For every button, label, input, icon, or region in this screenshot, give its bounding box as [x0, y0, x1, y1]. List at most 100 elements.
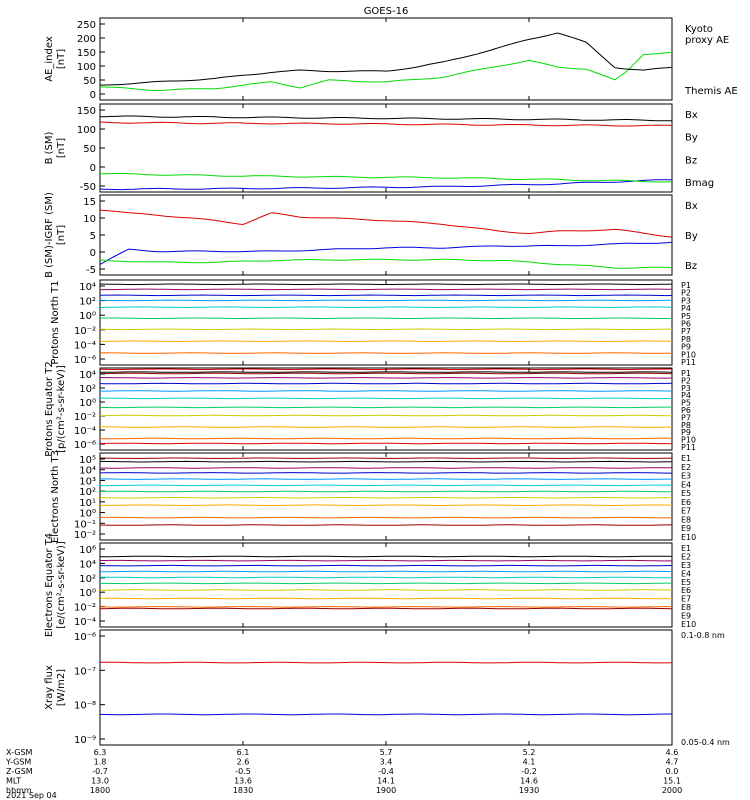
legend-5-2: E3: [681, 472, 691, 481]
y-tick-label-0-4: 50: [83, 76, 96, 87]
y-tick-label-6-0: 10⁶: [79, 545, 96, 556]
ephem-value-0-t: 1800: [90, 786, 110, 795]
series-line-6-9: [99, 607, 673, 610]
legend-3-10: P11: [681, 358, 696, 367]
y-axis-unit-1: [nT]: [56, 138, 67, 158]
series-line-6-6: [99, 589, 673, 591]
ephem-value-4-t: 2000: [662, 786, 682, 795]
ephem-value-3-mlt: 14.6: [520, 777, 538, 786]
y-tick-label-5-2: 10³: [79, 476, 96, 487]
series-line-1-1: [99, 173, 673, 183]
y-tick-label-7-2: 10⁻⁸: [74, 701, 96, 712]
ephem-value-4-mlt: 15.1: [663, 777, 681, 786]
series-line-3-5: [99, 317, 673, 319]
y-tick-label-0-5: 0: [90, 90, 96, 101]
ephem-value-3-x: 5.2: [523, 748, 536, 757]
legend-4-9: P10: [681, 436, 696, 445]
y-tick-label-5-6: 10⁻¹: [74, 519, 96, 530]
y-tick-label-4-4: 10⁻⁴: [74, 426, 96, 437]
series-line-0-1: [99, 32, 673, 86]
series-line-6-4: [99, 576, 673, 579]
series-line-4-5: [100, 406, 672, 409]
series-line-6-0: [100, 555, 673, 558]
legend-5-9: E10: [681, 533, 696, 542]
series-line-2-2: [99, 209, 673, 238]
legend-6-8: E9: [681, 612, 691, 621]
legend-7-1: 0.05-0.4 nm: [681, 738, 730, 747]
series-line-4-1: [100, 377, 673, 379]
y-tick-label-2-3: 0: [90, 248, 96, 259]
legend-3-5: P6: [681, 320, 691, 329]
series-line-3-8: [99, 352, 673, 354]
ephem-value-1-z: -0.5: [235, 767, 251, 776]
series-line-6-2: [99, 564, 673, 567]
ephem-value-2-z: -0.4: [378, 767, 394, 776]
y-axis-unit-6: [e/(cm²-s-sr-keV)]: [56, 541, 67, 629]
legend-4-5: P6: [681, 406, 691, 415]
y-tick-label-7-1: 10⁻⁷: [74, 666, 96, 677]
y-axis-label-7: Xray flux: [44, 665, 55, 710]
ephem-value-3-z: -0.2: [521, 767, 537, 776]
series-line-3-10: [99, 372, 673, 375]
legend-5-7: E8: [681, 515, 691, 524]
series-line-7-1: [99, 713, 672, 716]
legend-6-3: E4: [681, 569, 691, 578]
y-axis-unit-2: [nT]: [56, 225, 67, 245]
panel-frame-7: [99, 629, 673, 746]
y-tick-label-2-0: 15: [83, 197, 96, 208]
panel-frame-4: [99, 367, 673, 451]
legend-1-0-0: Bx: [685, 110, 698, 121]
series-line-3-1: [100, 288, 673, 291]
series-line-5-4: [99, 484, 673, 487]
legend-1-3-0: Bmag: [685, 178, 714, 189]
y-tick-label-1-3: 0: [90, 163, 96, 174]
y-tick-label-3-3: 10⁻²: [74, 326, 96, 337]
y-axis-label-2: B (SM)-IGRF (SM): [44, 192, 55, 278]
series-line-0-0: [99, 51, 673, 92]
ephem-label-3: MLT: [6, 777, 21, 786]
ephem-value-0-mlt: 13.0: [91, 777, 109, 786]
legend-1-1-0: By: [685, 133, 698, 144]
series-line-1-2: [99, 121, 673, 127]
y-tick-label-4-5: 10⁻⁶: [74, 440, 96, 451]
series-line-5-2: [99, 472, 672, 474]
legend-0-0-0: Kyoto: [685, 24, 713, 35]
legend-1-2-0: Bz: [685, 155, 697, 166]
series-line-5-3: [100, 478, 673, 480]
legend-4-7: P8: [681, 421, 691, 430]
y-tick-label-0-2: 150: [77, 48, 96, 59]
panel-frame-0: [99, 17, 673, 101]
ephem-value-2-t: 1900: [376, 786, 396, 795]
y-tick-label-6-1: 10⁴: [79, 559, 96, 570]
y-tick-label-3-4: 10⁻⁴: [74, 340, 96, 351]
y-tick-label-1-4: -50: [80, 182, 96, 193]
y-tick-label-0-0: 250: [77, 20, 96, 31]
legend-2-0-0: Bx: [685, 201, 698, 212]
legend-5-3: E4: [681, 480, 691, 489]
y-tick-label-6-4: 10⁻²: [74, 603, 96, 614]
series-line-5-8: [99, 516, 672, 519]
y-tick-label-2-2: 5: [90, 231, 96, 242]
legend-6-2: E3: [681, 561, 691, 570]
y-axis-label-6: Electrons Equator T4: [44, 533, 55, 637]
ephem-label-4: hhmm: [6, 786, 32, 795]
series-line-3-4: [99, 306, 673, 309]
legend-5-0: E1: [681, 454, 691, 463]
series-line-3-6: [99, 328, 672, 331]
series-line-6-5: [99, 582, 672, 585]
y-tick-label-0-1: 200: [77, 34, 96, 45]
series-line-2-1: [99, 258, 673, 269]
y-tick-label-0-3: 100: [77, 62, 96, 73]
y-tick-label-3-0: 10⁴: [79, 282, 96, 293]
y-tick-label-5-1: 10⁴: [79, 466, 96, 477]
y-tick-label-4-1: 10²: [79, 384, 96, 395]
y-tick-label-3-1: 10²: [79, 297, 96, 308]
panel-frame-3: [99, 279, 673, 366]
legend-5-1: E2: [681, 463, 691, 472]
y-axis-label-3: Protons North T1: [50, 280, 61, 364]
legend-4-1: P2: [681, 376, 691, 385]
y-tick-label-1-0: 150: [77, 106, 96, 117]
legend-3-9: P10: [681, 350, 696, 359]
legend-3-6: P7: [681, 327, 691, 336]
legend-5-4: E5: [681, 489, 691, 498]
